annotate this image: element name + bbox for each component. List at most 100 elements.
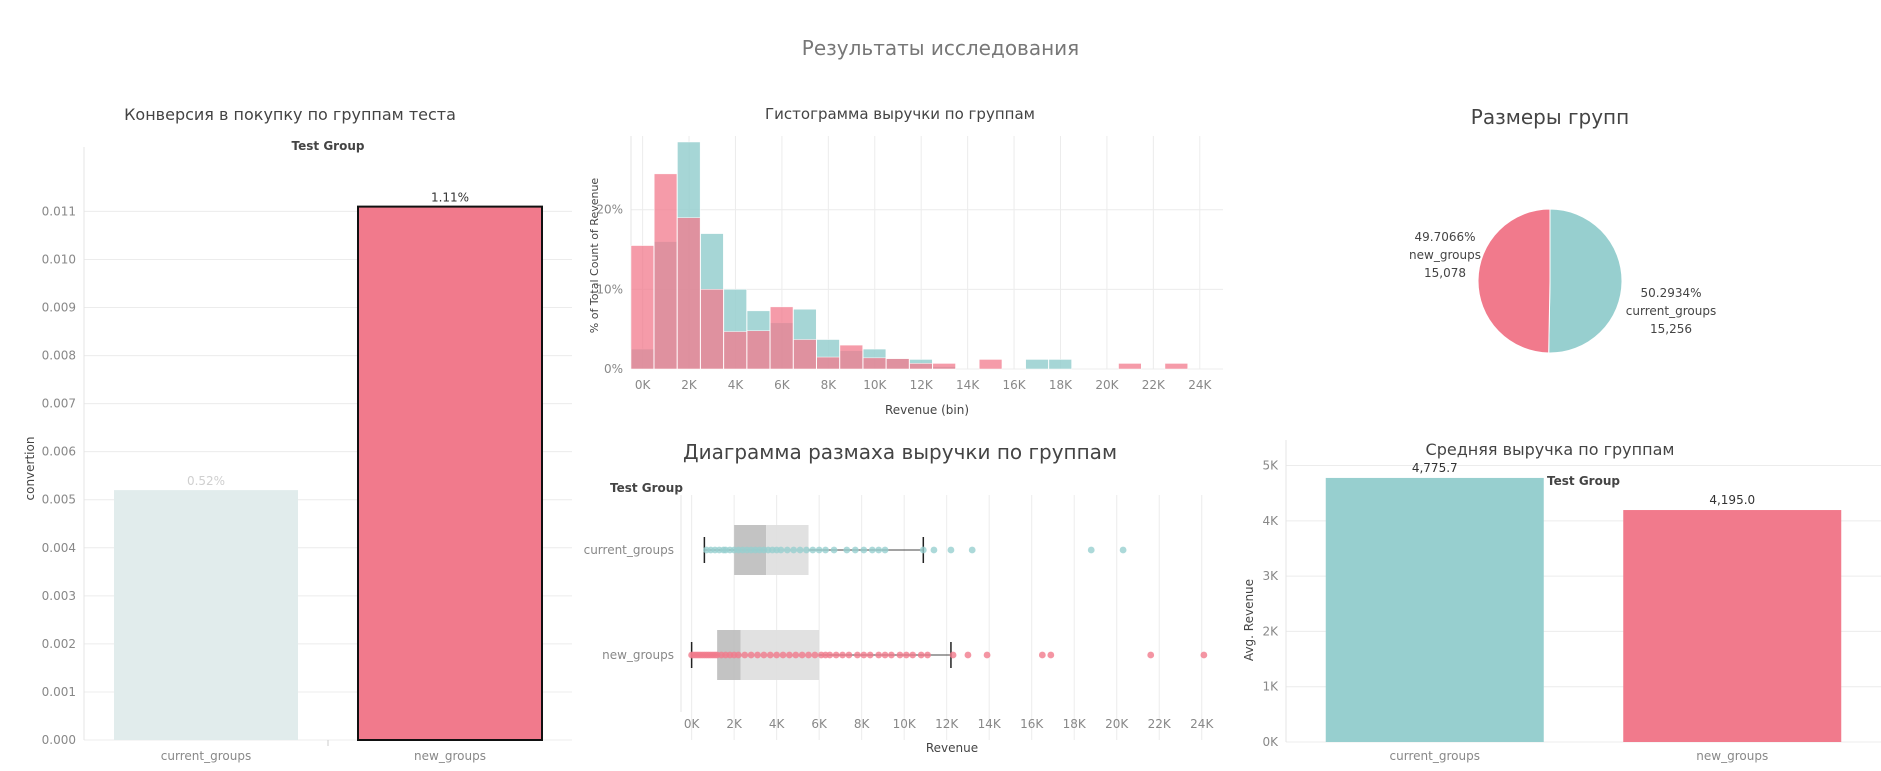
boxplot-point-new_groups xyxy=(888,651,895,659)
boxplot-point-current_groups xyxy=(930,546,938,554)
histogram-bar-new_groups xyxy=(1164,363,1188,370)
boxplot-point-new_groups xyxy=(860,651,868,659)
boxplot-point-new_groups xyxy=(881,651,889,659)
histogram-chart-title: Гистограмма выручки по группам xyxy=(765,105,1035,123)
boxplot-x-tick-label: 20K xyxy=(1105,717,1129,731)
boxplot-chart: 0K 2K 4K 6K 8K 10K 12K 14K 16K 18K 20K 22K 24K Test G… xyxy=(584,481,1215,755)
avg-revenue-bar-current_groups xyxy=(1325,477,1544,742)
avg-revenue-chart-title: Средняя выручка по группам xyxy=(1425,440,1675,459)
boxplot-point-current_groups xyxy=(851,546,859,554)
conversion-y-tick-label: 0.006 xyxy=(42,445,76,459)
histogram-bar-new_groups xyxy=(793,339,817,370)
avg-revenue-x-tick-label: current_groups xyxy=(1390,749,1480,763)
histogram-bar-current_groups xyxy=(1048,359,1072,370)
histogram-x-tick-label: 0K xyxy=(635,378,652,392)
histogram-bar-new_groups xyxy=(770,306,794,370)
boxplot-point-new_groups xyxy=(747,651,755,659)
boxplot-point-new_groups xyxy=(854,651,861,659)
conversion-y-tick-label: 0.008 xyxy=(42,349,76,363)
boxplot-point-current_groups xyxy=(830,546,838,554)
avg-revenue-y-axis-label: Avg. Revenue xyxy=(1242,579,1256,661)
boxplot-point-new_groups xyxy=(845,651,853,659)
avg-revenue-value-label: 4,195.0 xyxy=(1709,493,1755,507)
conversion-bar-current_groups xyxy=(114,490,298,740)
histogram-bar-new_groups xyxy=(816,356,840,370)
boxplot-x-tick-label: 2K xyxy=(726,717,743,731)
boxplot-x-tick-label: 16K xyxy=(1020,717,1044,731)
boxplot-point-current_groups xyxy=(843,546,851,554)
boxplot-header: Test Group xyxy=(610,481,683,495)
histogram-x-tick-label: 4K xyxy=(728,378,745,392)
boxplot-point-current_groups xyxy=(777,546,785,554)
avg-revenue-y-tick-label: 1K xyxy=(1262,680,1279,694)
boxplot-point-current_groups xyxy=(947,546,955,554)
boxplot-point-new_groups xyxy=(798,651,806,659)
avg-revenue-y-tick-label: 3K xyxy=(1262,569,1279,583)
histogram-x-tick-label: 24K xyxy=(1188,378,1212,392)
histogram-bar-new_groups xyxy=(862,357,887,370)
boxplot-point-current_groups xyxy=(815,546,823,554)
histogram-x-tick-label: 2K xyxy=(681,378,698,392)
avg-revenue-y-tick-label: 2K xyxy=(1262,624,1279,638)
conversion-y-tick-label: 0.011 xyxy=(42,204,76,218)
histogram-y-axis-label: % of Total Count of Revenue xyxy=(588,178,601,334)
boxplot-point-new_groups xyxy=(741,651,749,659)
conversion-y-tick-label: 0.001 xyxy=(42,685,76,699)
histogram-bar-new_groups xyxy=(677,217,701,370)
pie-slice-current_groups xyxy=(1548,208,1623,354)
boxplot-point-new_groups xyxy=(866,651,874,659)
boxplot-point-current_groups xyxy=(1087,546,1095,554)
conversion-chart: Test Group convertion 0.000 0.001 0.002 0.003… xyxy=(23,139,572,763)
histogram-bar-new_groups xyxy=(886,358,910,370)
conversion-y-tick-label: 0.010 xyxy=(42,252,76,266)
pie-label-new-percent: 49.7066% xyxy=(1414,230,1475,244)
boxplot-point-new_groups xyxy=(839,651,846,659)
boxplot-point-new_groups xyxy=(832,651,840,659)
histogram-x-tick-label: 12K xyxy=(910,378,934,392)
boxplot-x-tick-label: 0K xyxy=(684,717,701,731)
histogram-bar-new_groups xyxy=(839,344,863,370)
histogram-bar-new_groups xyxy=(978,359,1003,370)
pie-label-current-count: 15,256 xyxy=(1650,322,1692,336)
boxplot-point-new_groups xyxy=(792,651,800,659)
boxplot-point-current_groups xyxy=(783,546,791,554)
boxplot-point-new_groups xyxy=(773,651,781,659)
histogram-x-axis-label: Revenue (bin) xyxy=(885,403,969,417)
boxplot-point-current_groups xyxy=(1119,546,1127,554)
conversion-value-label: 1.11% xyxy=(431,191,469,205)
histogram-bar-new_groups xyxy=(909,363,933,370)
boxplot-x-tick-label: 4K xyxy=(769,717,786,731)
boxplot-x-tick-label: 18K xyxy=(1063,717,1087,731)
boxplot-point-new_groups xyxy=(826,651,834,659)
conversion-y-tick-label: 0.009 xyxy=(42,301,76,315)
pie-label-current-name: current_groups xyxy=(1626,304,1716,318)
pie-label-new-name: new_groups xyxy=(1409,248,1481,262)
boxplot-point-new_groups xyxy=(896,651,904,659)
histogram-x-tick-label: 8K xyxy=(821,378,838,392)
boxplot-point-new_groups xyxy=(902,651,910,659)
boxplot-point-current_groups xyxy=(803,546,810,554)
histogram-x-tick-label: 6K xyxy=(774,378,791,392)
avg-revenue-y-tick-label: 4K xyxy=(1262,514,1279,528)
conversion-y-tick-label: 0.003 xyxy=(42,589,76,603)
boxplot-point-current_groups xyxy=(860,546,868,554)
conversion-y-tick-label: 0.007 xyxy=(42,397,76,411)
boxplot-point-new_groups xyxy=(1047,651,1055,659)
boxplot-x-tick-label: 24K xyxy=(1190,717,1214,731)
boxplot-point-current_groups xyxy=(881,546,889,554)
boxplot-x-tick-label: 10K xyxy=(893,717,917,731)
boxplot-point-new_groups xyxy=(734,651,742,659)
boxplot-point-new_groups xyxy=(766,651,774,659)
pie-slice-new_groups xyxy=(1477,208,1551,354)
boxplot-point-current_groups xyxy=(968,546,976,554)
pie-label-new-count: 15,078 xyxy=(1424,266,1466,280)
boxplot-point-current_groups xyxy=(875,546,883,554)
boxplot-point-new_groups xyxy=(1038,651,1046,659)
conversion-header: Test Group xyxy=(292,139,365,153)
dashboard-title: Результаты исследования xyxy=(801,36,1080,60)
boxplot-x-tick-label: 14K xyxy=(978,717,1002,731)
conversion-bar-new_groups xyxy=(357,205,543,742)
conversion-x-tick-label: new_groups xyxy=(414,749,486,763)
avg-revenue-y-tick-label: 5K xyxy=(1262,459,1279,473)
